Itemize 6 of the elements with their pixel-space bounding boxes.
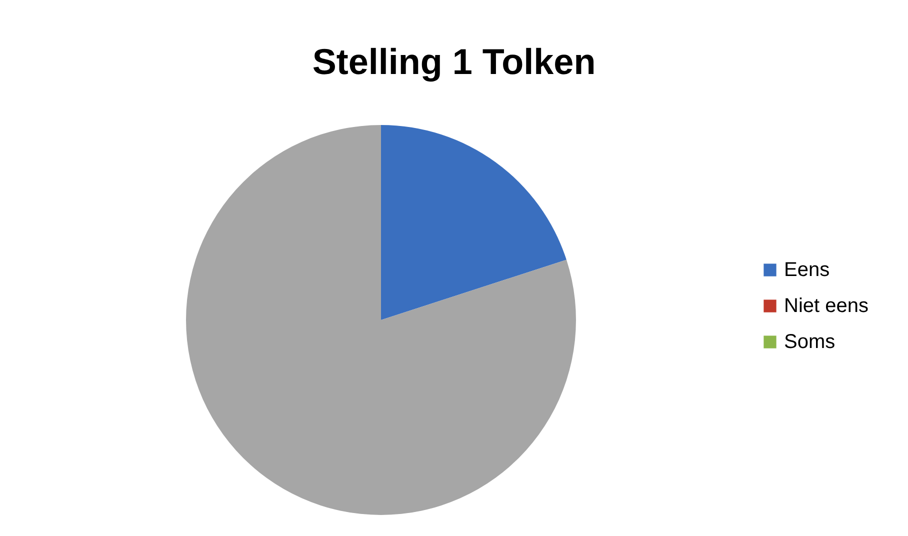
chart-title: Stelling 1 Tolken [312, 41, 596, 82]
legend-label: Niet eens [784, 295, 868, 317]
legend-label: Soms [784, 331, 836, 353]
legend-label: Eens [784, 259, 830, 281]
pie-slice [381, 125, 566, 320]
pie-slice [186, 125, 576, 515]
